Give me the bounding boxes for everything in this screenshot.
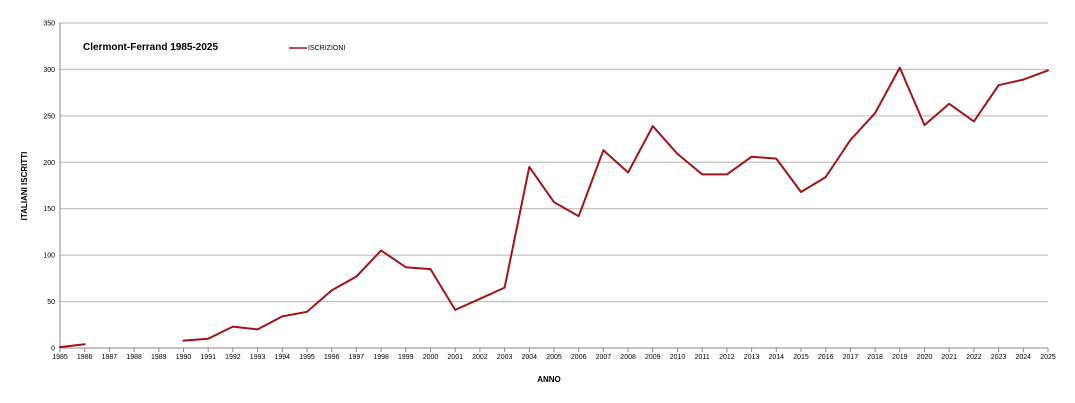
gridlines: [60, 22, 1048, 303]
x-tick-label: 1991: [200, 354, 216, 361]
x-tick-label: 1992: [225, 354, 241, 361]
x-axis-title: ANNO: [537, 375, 561, 384]
y-tick-labels: 0 50 100 150 200 250 300 350: [43, 21, 55, 353]
x-tick-label: 2009: [645, 354, 661, 361]
x-tick-label: 2022: [966, 354, 982, 361]
x-tick-label: 2021: [941, 354, 957, 361]
x-tick-label: 2019: [892, 354, 908, 361]
x-tick-label: 2003: [497, 354, 513, 361]
x-tick-label: 2014: [769, 354, 785, 361]
y-tick-label: 300: [43, 67, 55, 74]
x-tick-label: 2015: [793, 354, 809, 361]
x-tick-label: 1998: [373, 354, 389, 361]
x-tick-label: 1985: [52, 354, 68, 361]
y-tick-label: 0: [51, 346, 55, 353]
x-tick-label: 2008: [620, 354, 636, 361]
x-tick-label: 2000: [423, 354, 439, 361]
x-tick-label: 1994: [275, 354, 291, 361]
x-tick-label: 2024: [1016, 354, 1032, 361]
y-tick-label: 50: [47, 299, 55, 306]
x-tick-label: 2004: [522, 354, 538, 361]
x-tick-label: 1993: [250, 354, 266, 361]
y-tick-label: 350: [43, 21, 55, 28]
series-line: [59, 343, 86, 349]
x-tick-label: 1987: [102, 354, 118, 361]
y-tick-label: 250: [43, 113, 55, 120]
series-line: [182, 66, 1049, 342]
x-tick-label: 2010: [670, 354, 686, 361]
x-tick-label: 1990: [176, 354, 192, 361]
x-tick-label: 1996: [324, 354, 340, 361]
axes: [59, 23, 1048, 349]
series-group: [59, 66, 1049, 349]
x-tick-label: 2020: [917, 354, 933, 361]
legend: ISCRIZIONI: [289, 45, 345, 52]
x-tick-label: 2012: [719, 354, 735, 361]
x-tick-label: 2006: [571, 354, 587, 361]
x-tick-label: 1997: [349, 354, 365, 361]
x-tick-label: 2017: [843, 354, 859, 361]
x-tick-label: 1999: [398, 354, 414, 361]
legend-label: ISCRIZIONI: [308, 45, 345, 52]
x-tick-label: 2018: [867, 354, 883, 361]
y-tick-label: 150: [43, 206, 55, 213]
x-tick-label: 2005: [546, 354, 562, 361]
x-tick-label: 1989: [151, 354, 167, 361]
y-tick-label: 200: [43, 160, 55, 167]
x-tick-label: 2016: [818, 354, 834, 361]
chart-title: Clermont-Ferrand 1985-2025: [83, 42, 218, 53]
x-tick-label: 1988: [126, 354, 142, 361]
x-tick-label: 2023: [991, 354, 1007, 361]
x-tick-label: 1995: [299, 354, 315, 361]
y-axis-title: ITALIANI ISCRITTI: [20, 152, 29, 221]
x-tick-label: 2002: [472, 354, 488, 361]
x-tick-label: 2011: [695, 354, 710, 361]
x-tick-label: 1986: [77, 354, 93, 361]
x-tick-label: 2025: [1040, 354, 1056, 361]
x-tick-labels: 1985 1986 1987 1988 1989 1990 1991 1992 1993 1994…: [52, 348, 1056, 361]
y-tick-label: 100: [43, 253, 55, 260]
x-tick-label: 2001: [447, 354, 463, 361]
x-tick-label: 2013: [744, 354, 760, 361]
x-tick-label: 2007: [596, 354, 612, 361]
